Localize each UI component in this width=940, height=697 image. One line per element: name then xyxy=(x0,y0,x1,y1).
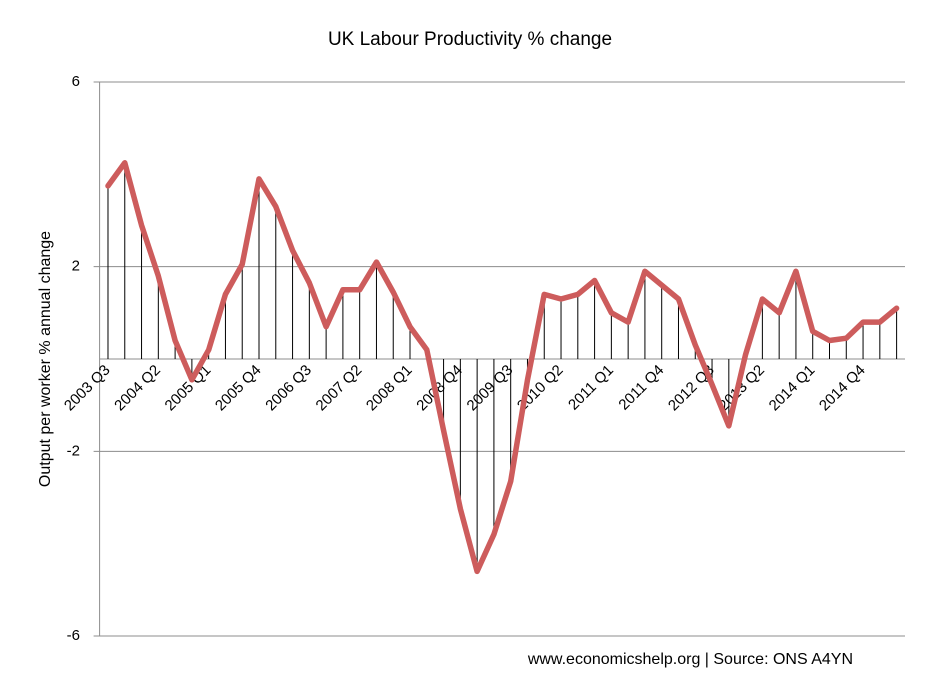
y-tick-label: 2 xyxy=(72,258,80,275)
y-tick-label: 6 xyxy=(72,73,80,90)
y-tick-label: -6 xyxy=(67,627,80,644)
source-note: www.economicshelp.org | Source: ONS A4YN xyxy=(527,651,853,668)
data-line xyxy=(105,160,900,575)
y-axis-label: Output per worker % annual change xyxy=(37,231,54,487)
chart-title: UK Labour Productivity % change xyxy=(328,29,612,50)
y-tick-label: -2 xyxy=(67,442,80,459)
